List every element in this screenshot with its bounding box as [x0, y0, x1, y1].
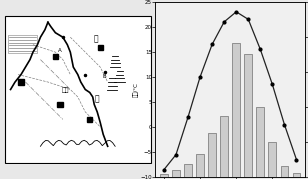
- Bar: [98, 45, 103, 50]
- Text: 西: 西: [95, 95, 99, 103]
- Bar: [269, 142, 276, 177]
- Bar: [196, 154, 204, 177]
- Bar: [281, 166, 288, 177]
- Bar: [8, 35, 38, 53]
- Bar: [160, 174, 168, 177]
- Bar: [257, 107, 264, 177]
- Text: B: B: [103, 74, 107, 79]
- Bar: [18, 79, 24, 85]
- Bar: [232, 43, 240, 177]
- Text: 延安: 延安: [62, 88, 70, 93]
- Bar: [57, 102, 63, 107]
- Bar: [184, 164, 192, 177]
- Bar: [244, 54, 252, 177]
- Text: A: A: [58, 48, 62, 53]
- Y-axis label: 温度/°C: 温度/°C: [133, 82, 139, 97]
- Text: 山: 山: [93, 35, 98, 44]
- Bar: [172, 170, 180, 177]
- Bar: [220, 116, 228, 177]
- Bar: [208, 133, 216, 177]
- Bar: [53, 54, 58, 59]
- Bar: [87, 117, 92, 122]
- Bar: [293, 173, 300, 177]
